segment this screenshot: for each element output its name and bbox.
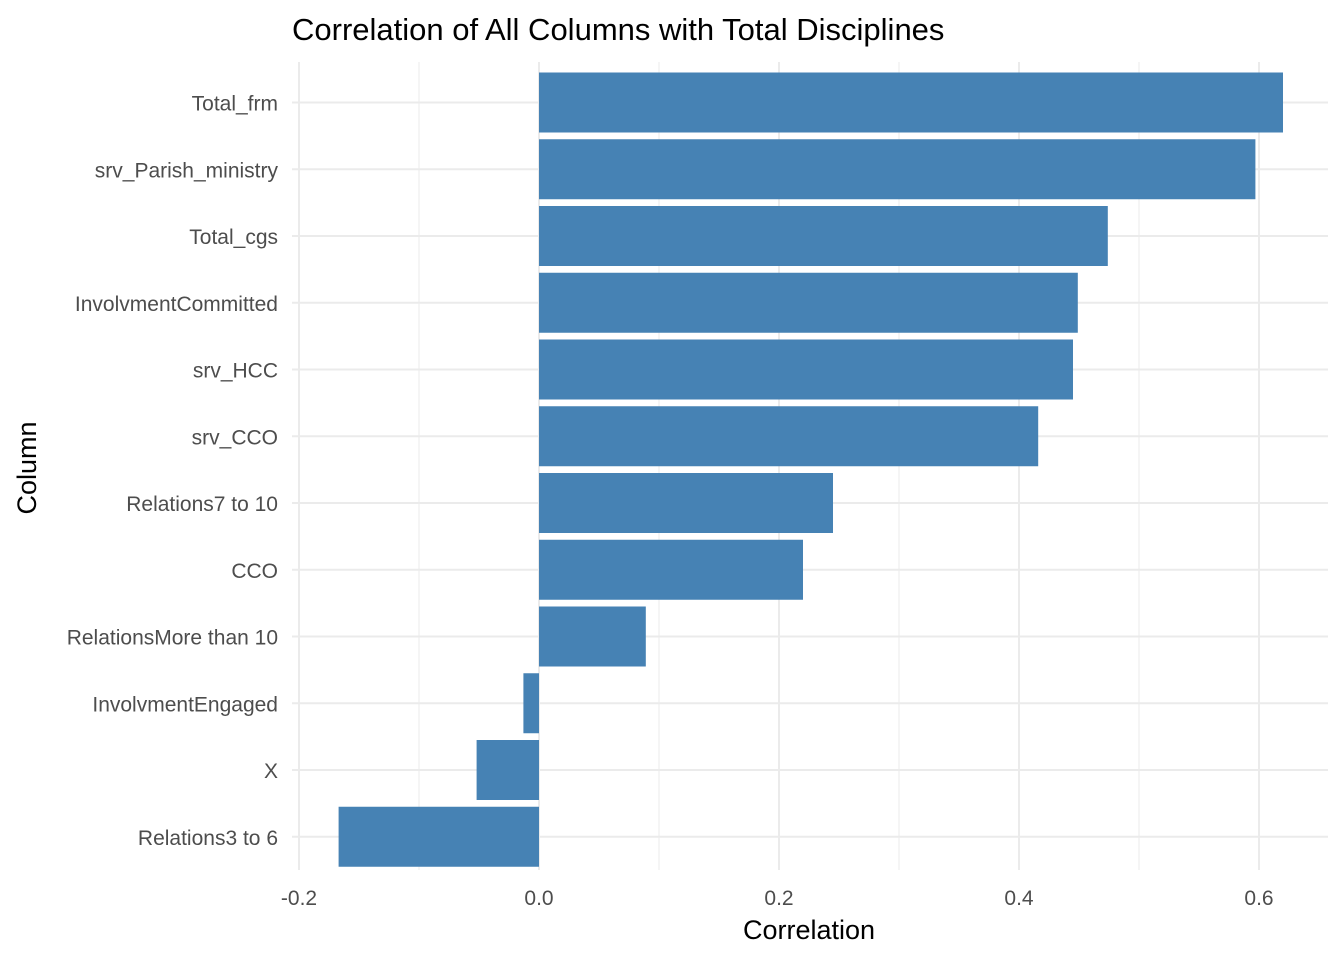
bar-cco bbox=[539, 539, 803, 600]
y-tick-labels: Total_frm srv_Parish_ministry Total_cgs Inv… bbox=[67, 93, 279, 850]
bar-total-frm bbox=[539, 72, 1283, 133]
x-axis-title: Correlation bbox=[743, 915, 875, 945]
y-tick-label: Relations7 to 10 bbox=[126, 493, 278, 516]
bar-involvmentcommitted bbox=[539, 272, 1078, 333]
x-tick-labels: -0.2 0.0 0.2 0.4 0.6 bbox=[281, 887, 1274, 910]
bar-srv-cco bbox=[539, 406, 1039, 467]
bar-relations7-to-10 bbox=[539, 473, 833, 533]
y-tick-label: X bbox=[264, 760, 278, 783]
bar-relationsmore-than-10 bbox=[539, 606, 646, 667]
bar-x bbox=[476, 740, 539, 800]
bar-total-cgs bbox=[539, 206, 1108, 266]
x-tick-label: 0.4 bbox=[1004, 887, 1034, 910]
y-tick-label: InvolvmentCommitted bbox=[75, 293, 278, 316]
x-tick-label: 0.2 bbox=[764, 887, 793, 910]
bar-involvmentengaged bbox=[523, 673, 539, 734]
bar-relations3-to-6 bbox=[338, 806, 539, 867]
y-tick-label: InvolvmentEngaged bbox=[92, 693, 278, 716]
y-tick-label: srv_HCC bbox=[193, 360, 278, 383]
y-tick-label: RelationsMore than 10 bbox=[67, 627, 278, 650]
y-tick-label: srv_Parish_ministry bbox=[95, 159, 279, 182]
y-tick-label: srv_CCO bbox=[192, 426, 278, 449]
y-tick-label: Total_cgs bbox=[189, 226, 278, 249]
x-tick-label: -0.2 bbox=[281, 887, 317, 910]
y-tick-label: Relations3 to 6 bbox=[138, 827, 278, 850]
y-tick-label: CCO bbox=[231, 560, 278, 583]
bar-srv-hcc bbox=[539, 339, 1073, 400]
y-tick-label: Total_frm bbox=[192, 93, 278, 116]
y-axis-title: Column bbox=[12, 421, 42, 514]
bars-group bbox=[338, 72, 1283, 867]
chart-title: Correlation of All Columns with Total Di… bbox=[292, 12, 944, 47]
bar-srv-parish-ministry bbox=[539, 139, 1256, 200]
x-tick-label: 0.0 bbox=[524, 887, 553, 910]
x-tick-label: 0.6 bbox=[1244, 887, 1273, 910]
